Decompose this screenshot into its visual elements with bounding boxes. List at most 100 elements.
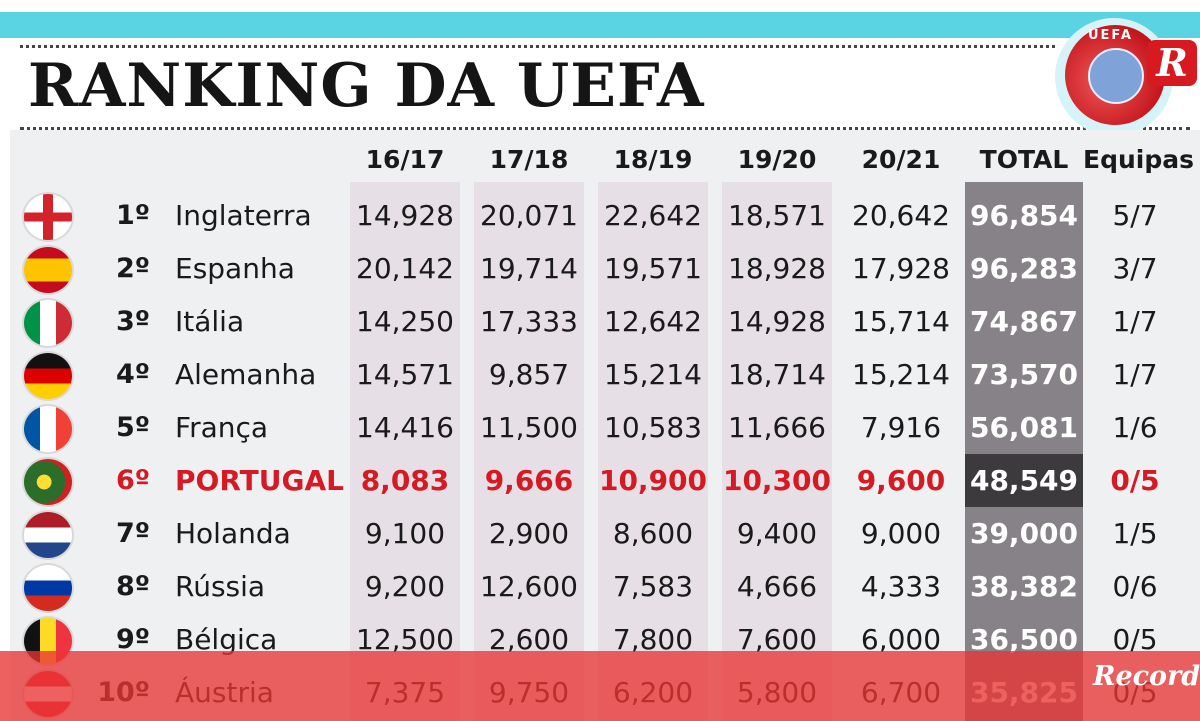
- country-cell: Itália: [175, 305, 245, 338]
- table-row: 9º Bélgica 12,500 2,600 7,800 7,600 6,000 36,50…: [0, 613, 1200, 666]
- bottom-red-overlay: [0, 651, 1200, 721]
- teams-cell: 3/7: [1112, 252, 1158, 285]
- season-value-cell: 17,928: [852, 252, 950, 285]
- header-season: 20/21: [861, 145, 941, 174]
- country-cell: Inglaterra: [175, 199, 312, 232]
- top-dotted-divider: [20, 45, 1055, 48]
- country-cell: PORTUGAL: [175, 464, 344, 497]
- season-value-cell: 9,857: [488, 358, 570, 391]
- season-value-cell: 6,000: [860, 623, 942, 656]
- header-season: 17/18: [489, 145, 569, 174]
- season-value-cell: 20,142: [356, 252, 454, 285]
- header-total: TOTAL: [979, 145, 1069, 174]
- teams-cell: 5/7: [1112, 199, 1158, 232]
- season-value-cell: 15,714: [852, 305, 950, 338]
- season-value-cell: 4,666: [736, 570, 818, 603]
- rank-cell: 2º: [115, 253, 150, 284]
- season-value-cell: 18,714: [728, 358, 826, 391]
- teams-cell: 0/5: [1110, 464, 1160, 497]
- rank-cell: 9º: [115, 624, 150, 655]
- season-value-cell: 8,600: [612, 517, 694, 550]
- teams-cell: 1/7: [1112, 305, 1158, 338]
- season-value-cell: 11,666: [728, 411, 826, 444]
- season-column-shade: [350, 182, 460, 721]
- season-column-shade: [474, 182, 584, 721]
- germany-flag-icon: [22, 351, 74, 401]
- season-value-cell: 4,333: [860, 570, 942, 603]
- total-cell: 96,854: [969, 199, 1079, 232]
- season-value-cell: 9,100: [364, 517, 446, 550]
- season-value-cell: 12,600: [480, 570, 578, 603]
- record-r-badge-icon: R: [1147, 40, 1197, 86]
- country-cell: Espanha: [175, 252, 295, 285]
- portugal-flag-icon: [22, 457, 74, 507]
- table-row: 2º Espanha 20,142 19,714 19,571 18,928 17,928 9…: [0, 242, 1200, 295]
- season-value-cell: 14,928: [356, 199, 454, 232]
- country-cell: Alemanha: [175, 358, 317, 391]
- season-value-cell: 7,916: [860, 411, 942, 444]
- season-value-cell: 2,600: [488, 623, 570, 656]
- country-cell: Rússia: [175, 570, 266, 603]
- italy-flag-icon: [22, 298, 74, 348]
- header-season: 19/20: [737, 145, 817, 174]
- season-value-cell: 7,583: [612, 570, 694, 603]
- teams-cell: 0/6: [1112, 570, 1158, 603]
- table-row: 5º França 14,416 11,500 10,583 11,666 7,916 56,…: [0, 401, 1200, 454]
- france-flag-icon: [22, 404, 74, 454]
- rank-cell: 1º: [115, 200, 150, 231]
- season-value-cell: 14,250: [356, 305, 454, 338]
- season-value-cell: 11,500: [480, 411, 578, 444]
- total-cell: 73,570: [969, 358, 1079, 391]
- rank-cell: 3º: [115, 306, 150, 337]
- season-value-cell: 14,571: [356, 358, 454, 391]
- season-column-shade: [598, 182, 708, 721]
- season-column-shade: [722, 182, 832, 721]
- season-value-cell: 19,571: [604, 252, 702, 285]
- season-value-cell: 18,928: [728, 252, 826, 285]
- season-value-cell: 15,214: [604, 358, 702, 391]
- season-value-cell: 10,300: [722, 464, 832, 497]
- total-column-shade: [965, 182, 1083, 721]
- england-flag-icon: [22, 192, 74, 242]
- season-value-cell: 10,900: [598, 464, 708, 497]
- total-cell: 39,000: [969, 517, 1079, 550]
- season-value-cell: 14,416: [356, 411, 454, 444]
- total-cell: 38,382: [969, 570, 1079, 603]
- season-value-cell: 17,333: [480, 305, 578, 338]
- season-value-cell: 7,800: [612, 623, 694, 656]
- season-value-cell: 9,666: [484, 464, 574, 497]
- season-value-cell: 22,642: [604, 199, 702, 232]
- country-cell: Bélgica: [175, 623, 278, 656]
- record-watermark-logo: Record: [1093, 661, 1200, 692]
- total-cell: 96,283: [969, 252, 1079, 285]
- season-value-cell: 8,083: [360, 464, 450, 497]
- season-value-cell: 12,500: [356, 623, 454, 656]
- season-value-cell: 18,571: [728, 199, 826, 232]
- table-row: 3º Itália 14,250 17,333 12,642 14,928 15,714 74…: [0, 295, 1200, 348]
- total-cell: 74,867: [969, 305, 1079, 338]
- season-value-cell: 10,583: [604, 411, 702, 444]
- title-dotted-divider: [20, 127, 1190, 130]
- rank-cell: 7º: [115, 518, 150, 549]
- spain-flag-icon: [22, 245, 74, 295]
- table-row: 4º Alemanha 14,571 9,857 15,214 18,714 15,214 7…: [0, 348, 1200, 401]
- top-accent-bar: [0, 12, 1200, 38]
- header-teams: Equipas: [1083, 145, 1194, 174]
- season-value-cell: 9,000: [860, 517, 942, 550]
- season-value-cell: 19,714: [480, 252, 578, 285]
- table-row: 8º Rússia 9,200 12,600 7,583 4,666 4,333 38,382…: [0, 560, 1200, 613]
- header-season: 18/19: [613, 145, 693, 174]
- page-title: RANKING DA UEFA: [28, 51, 705, 121]
- season-value-cell: 15,214: [852, 358, 950, 391]
- netherlands-flag-icon: [22, 510, 74, 560]
- country-cell: Holanda: [175, 517, 291, 550]
- season-value-cell: 9,600: [856, 464, 946, 497]
- teams-cell: 1/5: [1112, 517, 1158, 550]
- country-cell: França: [175, 411, 269, 444]
- russia-flag-icon: [22, 563, 74, 613]
- uefa-logo-text: UEFA: [1088, 28, 1133, 43]
- table-row: 7º Holanda 9,100 2,900 8,600 9,400 9,000 39,000…: [0, 507, 1200, 560]
- rank-cell: 6º: [115, 465, 150, 496]
- table-row: 1º Inglaterra 14,928 20,071 22,642 18,571 20,6…: [0, 189, 1200, 242]
- teams-cell: 0/5: [1112, 623, 1158, 656]
